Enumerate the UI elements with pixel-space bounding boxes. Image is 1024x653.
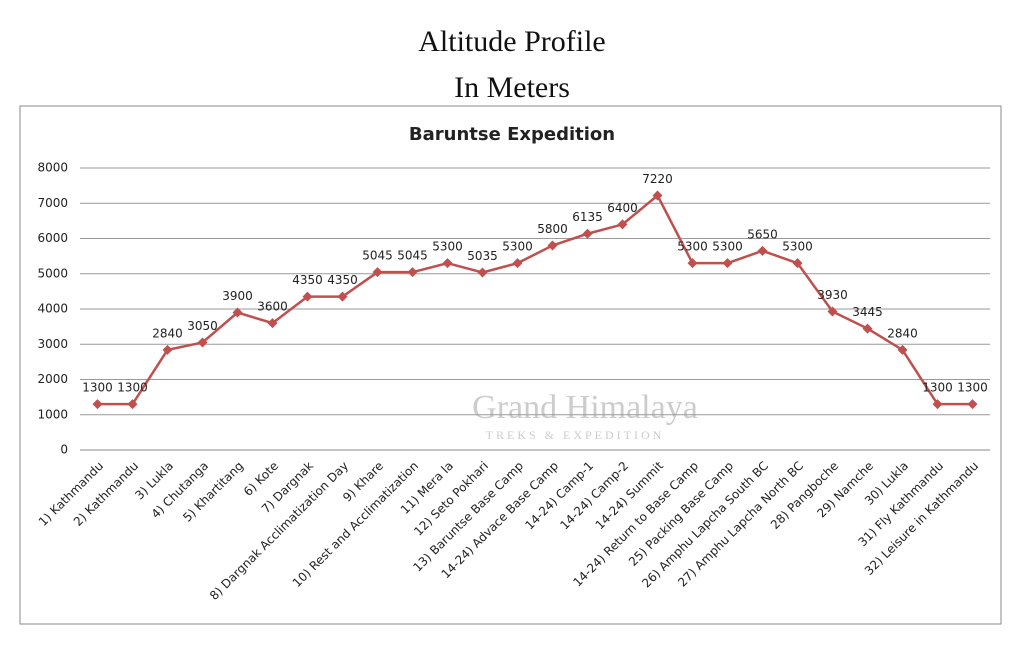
data-label: 4350 <box>292 273 323 287</box>
marker <box>967 399 978 410</box>
data-label: 5300 <box>712 240 743 254</box>
data-label: 5650 <box>747 227 778 241</box>
marker <box>792 258 803 269</box>
marker <box>652 190 663 201</box>
y-tick-label: 8000 <box>37 161 68 175</box>
marker <box>267 318 278 329</box>
marker <box>407 267 418 278</box>
marker <box>932 399 943 410</box>
y-tick-label: 3000 <box>37 337 68 351</box>
data-label: 4350 <box>327 273 358 287</box>
data-label: 5045 <box>397 249 428 263</box>
marker <box>547 240 558 251</box>
line <box>97 193 973 406</box>
marker <box>337 291 348 302</box>
marker <box>302 291 313 302</box>
data-label: 6400 <box>607 201 638 215</box>
data-label: 3445 <box>852 305 883 319</box>
data-label: 1300 <box>82 381 113 395</box>
data-label: 1300 <box>957 381 988 395</box>
marker <box>722 258 733 269</box>
data-label: 1300 <box>117 381 148 395</box>
marker <box>442 258 453 269</box>
y-tick-label: 2000 <box>37 372 68 386</box>
data-label: 2840 <box>152 326 183 340</box>
data-label: 5300 <box>782 240 813 254</box>
data-label: 3050 <box>187 319 218 333</box>
data-label: 2840 <box>887 326 918 340</box>
watermark-name: Grand Himalaya <box>472 389 698 426</box>
marker <box>162 344 173 355</box>
data-label: 5300 <box>502 240 533 254</box>
y-tick-label: 5000 <box>37 266 68 280</box>
marker <box>127 399 138 410</box>
watermark-tagline: TREKS & EXPEDITION <box>486 428 665 442</box>
y-tick-label: 0 <box>60 443 68 457</box>
marker <box>372 267 383 278</box>
marker <box>512 258 523 269</box>
marker <box>687 258 698 269</box>
data-label: 3600 <box>257 300 288 314</box>
data-label: 5300 <box>432 240 463 254</box>
marker <box>757 245 768 256</box>
data-label: 1300 <box>922 381 953 395</box>
data-label: 5800 <box>537 222 568 236</box>
marker <box>897 344 908 355</box>
marker <box>92 399 103 410</box>
marker <box>862 323 873 334</box>
marker <box>827 306 838 317</box>
page-subtitle: In Meters <box>454 71 570 104</box>
marker <box>477 267 488 278</box>
marker <box>197 337 208 348</box>
data-label: 6135 <box>572 210 603 224</box>
marker <box>582 228 593 239</box>
y-tick-label: 4000 <box>37 302 68 316</box>
marker <box>617 219 628 230</box>
chart-frame <box>19 105 1002 625</box>
y-tick-label: 7000 <box>37 196 68 210</box>
data-label: 5045 <box>362 249 393 263</box>
data-label: 3930 <box>817 288 848 302</box>
chart-title: Baruntse Expedition <box>409 124 615 145</box>
data-label: 5035 <box>467 249 498 263</box>
marker <box>232 307 243 318</box>
y-tick-label: 6000 <box>37 231 68 245</box>
page-title: Altitude Profile <box>418 25 605 58</box>
data-label: 7220 <box>642 172 673 186</box>
data-label: 5300 <box>677 240 708 254</box>
y-tick-label: 1000 <box>37 407 68 421</box>
data-label: 3900 <box>222 289 253 303</box>
